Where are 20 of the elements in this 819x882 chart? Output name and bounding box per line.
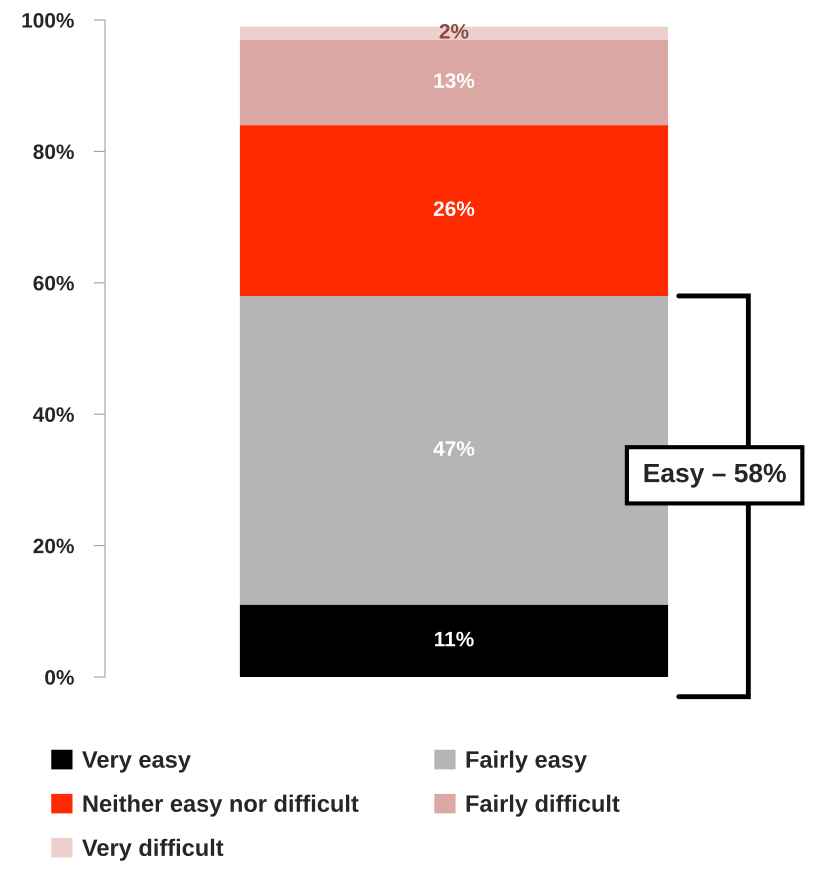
data-label: 2% (440, 24, 468, 39)
data-label: 26% (434, 201, 474, 216)
bar (240, 604, 668, 677)
legend-label: Very difficult (82, 838, 224, 861)
data-label: 13% (434, 73, 474, 88)
bar (240, 125, 668, 296)
legend-label: Neither easy nor difficult (84, 794, 358, 817)
y-tick-label: 100% (22, 13, 74, 28)
y-tick-label: 60% (34, 276, 74, 291)
y-tick-label: 0% (45, 670, 74, 685)
y-tick-label: 80% (33, 144, 74, 160)
data-label: 47% (433, 441, 474, 456)
legend-label: Fairly easy (466, 750, 587, 773)
legend-label: Very easy (82, 751, 191, 773)
legend-label: Fairly difficult (466, 794, 620, 817)
y-tick-label: 20% (33, 538, 74, 554)
bar (240, 40, 668, 126)
data-label: 11% (435, 632, 474, 646)
y-tick-label: 40% (33, 407, 74, 422)
annotation: Easy – 58% (644, 464, 786, 488)
